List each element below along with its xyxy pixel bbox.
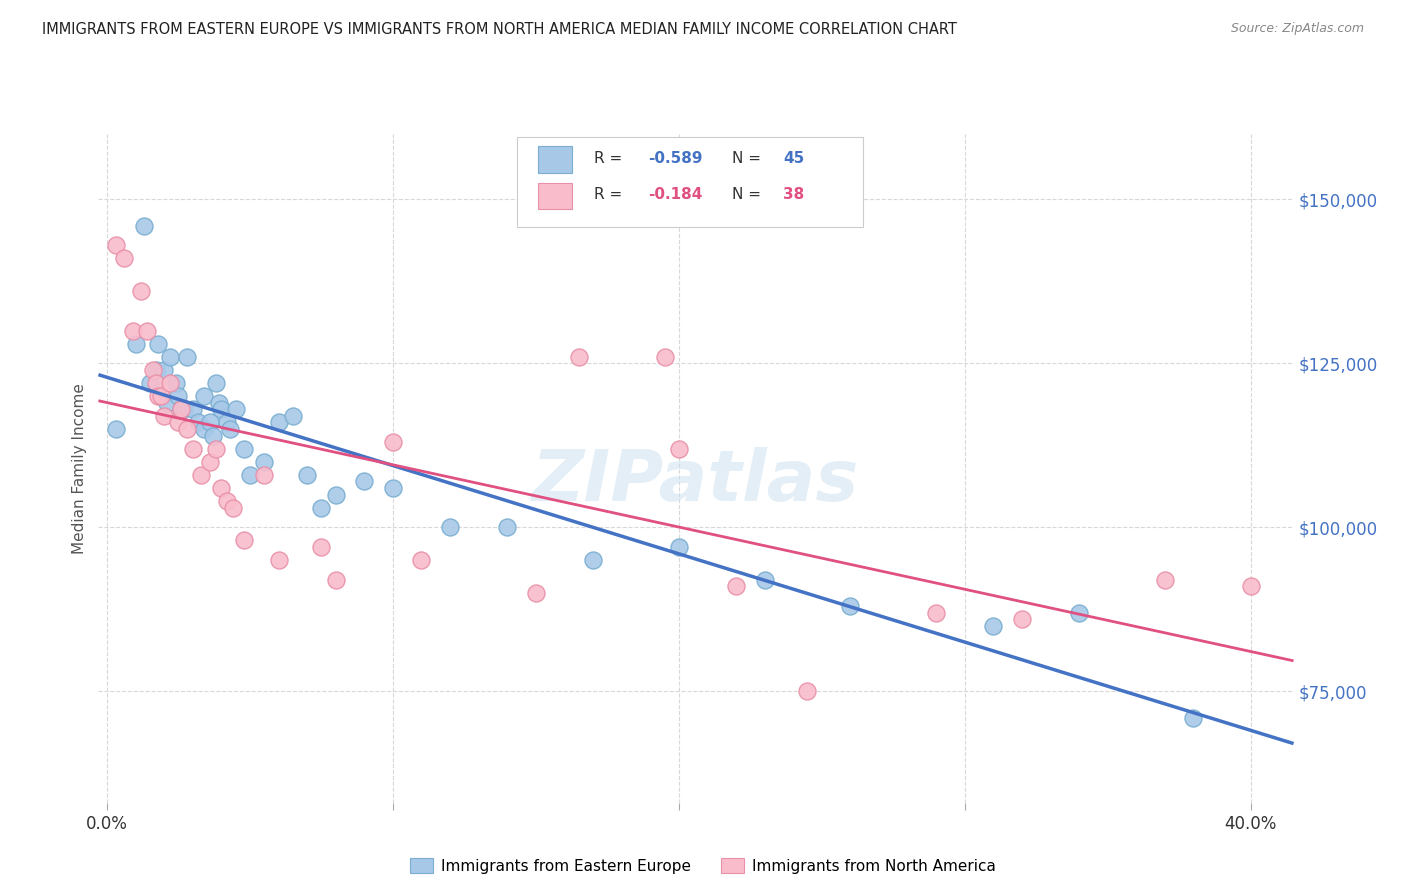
- Point: [198, 416, 221, 430]
- Point: [209, 402, 232, 417]
- Point: [654, 350, 676, 364]
- Point: [176, 350, 198, 364]
- Point: [724, 579, 747, 593]
- Point: [139, 376, 162, 390]
- Point: [148, 336, 170, 351]
- Point: [311, 500, 333, 515]
- Point: [198, 455, 221, 469]
- Point: [1239, 579, 1261, 593]
- Point: [925, 606, 948, 620]
- Point: [668, 540, 690, 554]
- Point: [568, 350, 591, 364]
- Point: [381, 435, 404, 450]
- Point: [233, 442, 256, 456]
- Point: [1067, 606, 1090, 620]
- Point: [496, 520, 519, 534]
- Point: [225, 402, 247, 417]
- Point: [839, 599, 862, 613]
- Point: [981, 618, 1004, 632]
- Point: [381, 481, 404, 495]
- Point: [112, 252, 135, 266]
- Point: [239, 467, 262, 482]
- Point: [150, 389, 173, 403]
- Point: [253, 455, 276, 469]
- Text: N =: N =: [733, 151, 766, 166]
- Point: [411, 553, 433, 567]
- Point: [582, 553, 605, 567]
- Point: [193, 389, 215, 403]
- Point: [219, 422, 242, 436]
- Point: [353, 475, 375, 489]
- Text: IMMIGRANTS FROM EASTERN EUROPE VS IMMIGRANTS FROM NORTH AMERICA MEDIAN FAMILY IN: IMMIGRANTS FROM EASTERN EUROPE VS IMMIGR…: [42, 22, 957, 37]
- Legend: Immigrants from Eastern Europe, Immigrants from North America: Immigrants from Eastern Europe, Immigran…: [404, 852, 1002, 880]
- Point: [159, 376, 181, 390]
- Point: [148, 389, 170, 403]
- Point: [668, 442, 690, 456]
- Point: [295, 467, 318, 482]
- Point: [104, 238, 127, 252]
- Point: [439, 520, 461, 534]
- Point: [187, 416, 209, 430]
- Point: [145, 376, 167, 390]
- Point: [222, 500, 245, 515]
- Text: -0.184: -0.184: [648, 187, 703, 202]
- Point: [217, 416, 239, 430]
- Point: [207, 395, 229, 409]
- Point: [524, 586, 547, 600]
- Point: [267, 553, 290, 567]
- Point: [233, 533, 256, 548]
- Point: [204, 442, 226, 456]
- Point: [754, 573, 776, 587]
- FancyBboxPatch shape: [517, 137, 863, 227]
- Point: [1011, 612, 1033, 626]
- Point: [1153, 573, 1175, 587]
- Point: [153, 409, 176, 423]
- Y-axis label: Median Family Income: Median Family Income: [72, 383, 87, 554]
- Point: [134, 219, 156, 233]
- Point: [173, 402, 195, 417]
- Point: [281, 409, 304, 423]
- Point: [104, 422, 127, 436]
- Point: [170, 402, 193, 417]
- Text: R =: R =: [595, 187, 627, 202]
- Point: [253, 467, 276, 482]
- Point: [267, 416, 290, 430]
- Point: [311, 540, 333, 554]
- Point: [170, 402, 193, 417]
- Point: [142, 363, 165, 377]
- Point: [209, 481, 232, 495]
- Point: [145, 363, 167, 377]
- Text: R =: R =: [595, 151, 627, 166]
- Point: [121, 324, 143, 338]
- Point: [204, 376, 226, 390]
- Point: [181, 442, 204, 456]
- Point: [153, 363, 176, 377]
- Point: [190, 467, 212, 482]
- Text: -0.589: -0.589: [648, 151, 703, 166]
- Point: [217, 494, 239, 508]
- Point: [181, 402, 204, 417]
- Point: [193, 422, 215, 436]
- FancyBboxPatch shape: [538, 146, 572, 173]
- Text: 38: 38: [783, 187, 804, 202]
- Point: [176, 422, 198, 436]
- Point: [325, 573, 347, 587]
- Point: [796, 684, 818, 698]
- Point: [201, 428, 224, 442]
- FancyBboxPatch shape: [538, 183, 572, 209]
- Text: 45: 45: [783, 151, 804, 166]
- Point: [131, 284, 153, 298]
- Text: N =: N =: [733, 187, 766, 202]
- Text: Source: ZipAtlas.com: Source: ZipAtlas.com: [1230, 22, 1364, 36]
- Point: [167, 416, 190, 430]
- Point: [124, 336, 146, 351]
- Point: [167, 389, 190, 403]
- Text: ZIPatlas: ZIPatlas: [533, 447, 859, 516]
- Point: [165, 376, 187, 390]
- Point: [156, 395, 179, 409]
- Point: [136, 324, 159, 338]
- Point: [325, 487, 347, 501]
- Point: [159, 350, 181, 364]
- Point: [1182, 710, 1205, 724]
